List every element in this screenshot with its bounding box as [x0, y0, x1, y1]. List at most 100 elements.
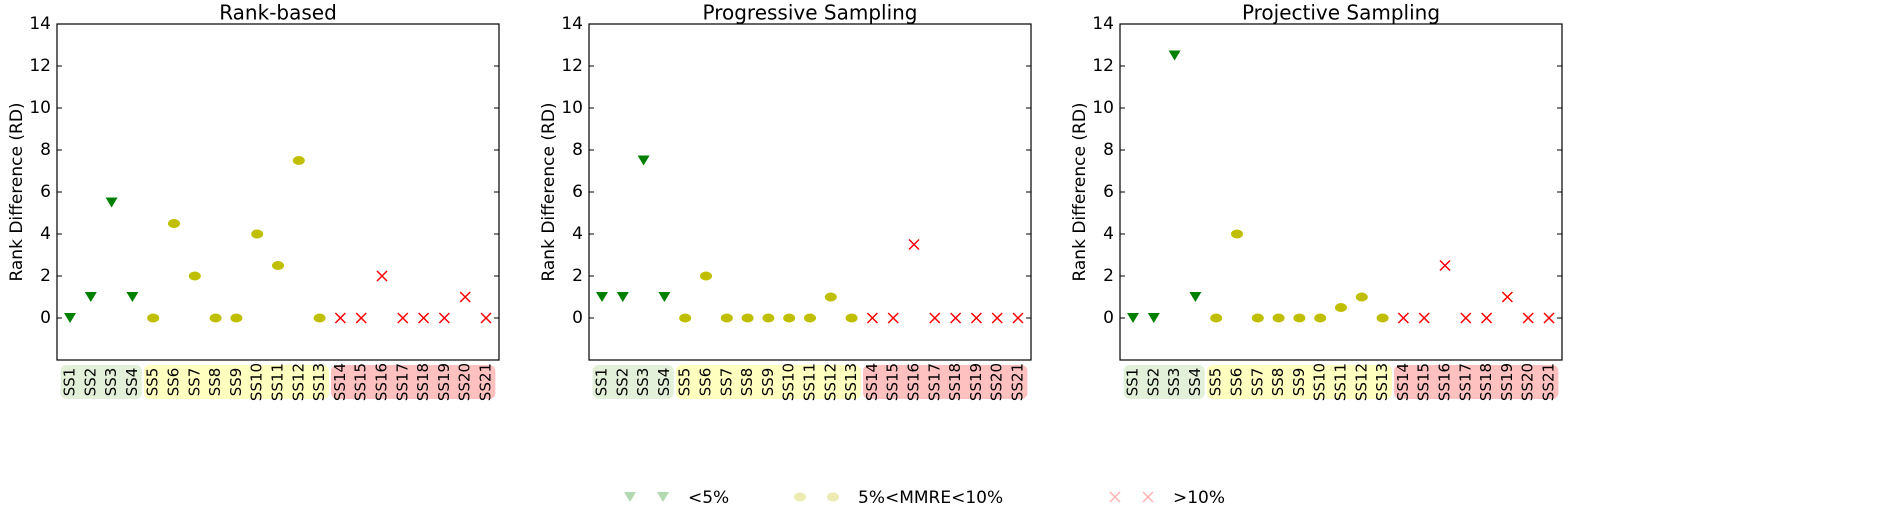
- y-tick-label: 6: [40, 182, 51, 202]
- legend-marker: [1109, 491, 1121, 503]
- x-tick-label: SS16: [905, 363, 923, 401]
- y-tick-label: 0: [1103, 308, 1114, 328]
- x-tick-label: SS3: [634, 368, 652, 397]
- x-tick-label: SS4: [1186, 368, 1204, 397]
- chart-title: Projective Sampling: [1242, 1, 1440, 25]
- point: [1127, 313, 1139, 323]
- point: [866, 312, 878, 324]
- x-tick-label: SS12: [1352, 363, 1370, 401]
- y-tick-label: 12: [561, 56, 583, 76]
- x-tick-label: SS11: [269, 363, 287, 401]
- point: [1439, 259, 1451, 272]
- x-tick-label: SS19: [967, 363, 985, 401]
- y-tick-label: 6: [1103, 182, 1114, 202]
- x-tick-label: SS20: [1519, 363, 1537, 401]
- x-tick-label: SS15: [1415, 363, 1433, 401]
- y-tick-label: 2: [40, 266, 51, 286]
- point: [397, 312, 409, 324]
- y-tick-label: 4: [1103, 224, 1114, 244]
- category-group-bg: [331, 365, 496, 399]
- point: [188, 271, 201, 281]
- y-tick-label: 14: [561, 14, 583, 34]
- x-tick-label: SS11: [801, 363, 819, 401]
- point: [824, 292, 837, 302]
- y-tick-label: 4: [572, 224, 583, 244]
- x-tick-label: SS10: [780, 363, 798, 401]
- x-tick-label: SS14: [1394, 363, 1412, 401]
- x-tick-label: SS16: [1436, 363, 1454, 401]
- x-tick-label: SS17: [925, 363, 943, 401]
- point: [126, 292, 139, 302]
- category-group-bg: [60, 365, 142, 399]
- x-tick-label: SS13: [842, 363, 860, 401]
- point: [1314, 313, 1327, 323]
- y-tick-label: 8: [572, 140, 583, 160]
- point: [1481, 312, 1493, 324]
- x-tick-label: SS21: [477, 363, 495, 401]
- y-tick-label: 14: [29, 14, 51, 34]
- point: [637, 155, 650, 166]
- x-tick-label: SS4: [123, 368, 141, 397]
- point: [168, 219, 180, 228]
- point: [376, 270, 388, 282]
- chart-title: Progressive Sampling: [702, 1, 917, 25]
- x-tick-label: SS19: [1498, 363, 1516, 401]
- point: [616, 292, 629, 302]
- x-tick-label: SS14: [863, 363, 881, 401]
- x-tick-label: SS18: [946, 363, 964, 401]
- x-tick-label: SS9: [1290, 368, 1308, 397]
- legend-marker: [827, 492, 839, 502]
- y-axis-label: Rank Difference (RD): [7, 102, 27, 281]
- legend-marker: [1142, 491, 1154, 503]
- plot-frame: [588, 23, 1032, 361]
- x-tick-label: SS5: [1207, 368, 1225, 397]
- x-tick-label: SS6: [1228, 368, 1246, 397]
- legend-marker: [657, 492, 669, 502]
- point: [459, 291, 471, 303]
- y-tick-label: 10: [29, 98, 51, 118]
- point: [1460, 312, 1472, 324]
- point: [251, 229, 264, 239]
- point: [1210, 313, 1223, 323]
- chart-title: Rank-based: [219, 1, 337, 25]
- point: [209, 313, 222, 323]
- x-tick-label: SS18: [1477, 363, 1495, 401]
- point: [84, 292, 97, 302]
- x-tick-label: SS17: [1456, 363, 1474, 401]
- x-tick-label: SS10: [1311, 363, 1329, 401]
- point: [1543, 312, 1555, 324]
- point: [1522, 312, 1534, 324]
- point: [741, 313, 754, 323]
- y-tick-label: 12: [29, 56, 51, 76]
- point: [1147, 313, 1160, 323]
- x-tick-label: SS21: [1540, 363, 1558, 401]
- x-tick-label: SS6: [697, 368, 715, 397]
- x-tick-label: SS2: [81, 368, 99, 397]
- point: [845, 313, 858, 323]
- point: [700, 271, 712, 281]
- x-tick-label: SS12: [821, 363, 839, 401]
- point: [1189, 292, 1202, 302]
- category-group-bg: [863, 365, 1028, 399]
- point: [783, 313, 796, 323]
- legend-label: <5%: [688, 488, 729, 508]
- point: [438, 312, 450, 324]
- point: [658, 292, 671, 302]
- y-tick-label: 6: [572, 182, 583, 202]
- x-tick-label: SS4: [655, 368, 673, 397]
- x-tick-label: SS7: [717, 368, 735, 397]
- x-tick-label: SS15: [884, 363, 902, 401]
- point: [147, 313, 160, 323]
- point: [679, 313, 692, 323]
- category-group-bg: [1123, 365, 1205, 399]
- x-tick-label: SS6: [165, 368, 183, 397]
- x-tick-label: SS2: [1144, 368, 1162, 397]
- x-tick-label: SS18: [414, 363, 432, 401]
- point: [1231, 229, 1243, 239]
- x-tick-label: SS11: [1332, 363, 1350, 401]
- point: [887, 312, 899, 324]
- point: [355, 312, 367, 324]
- y-tick-label: 2: [572, 266, 583, 286]
- x-tick-label: SS7: [185, 368, 203, 397]
